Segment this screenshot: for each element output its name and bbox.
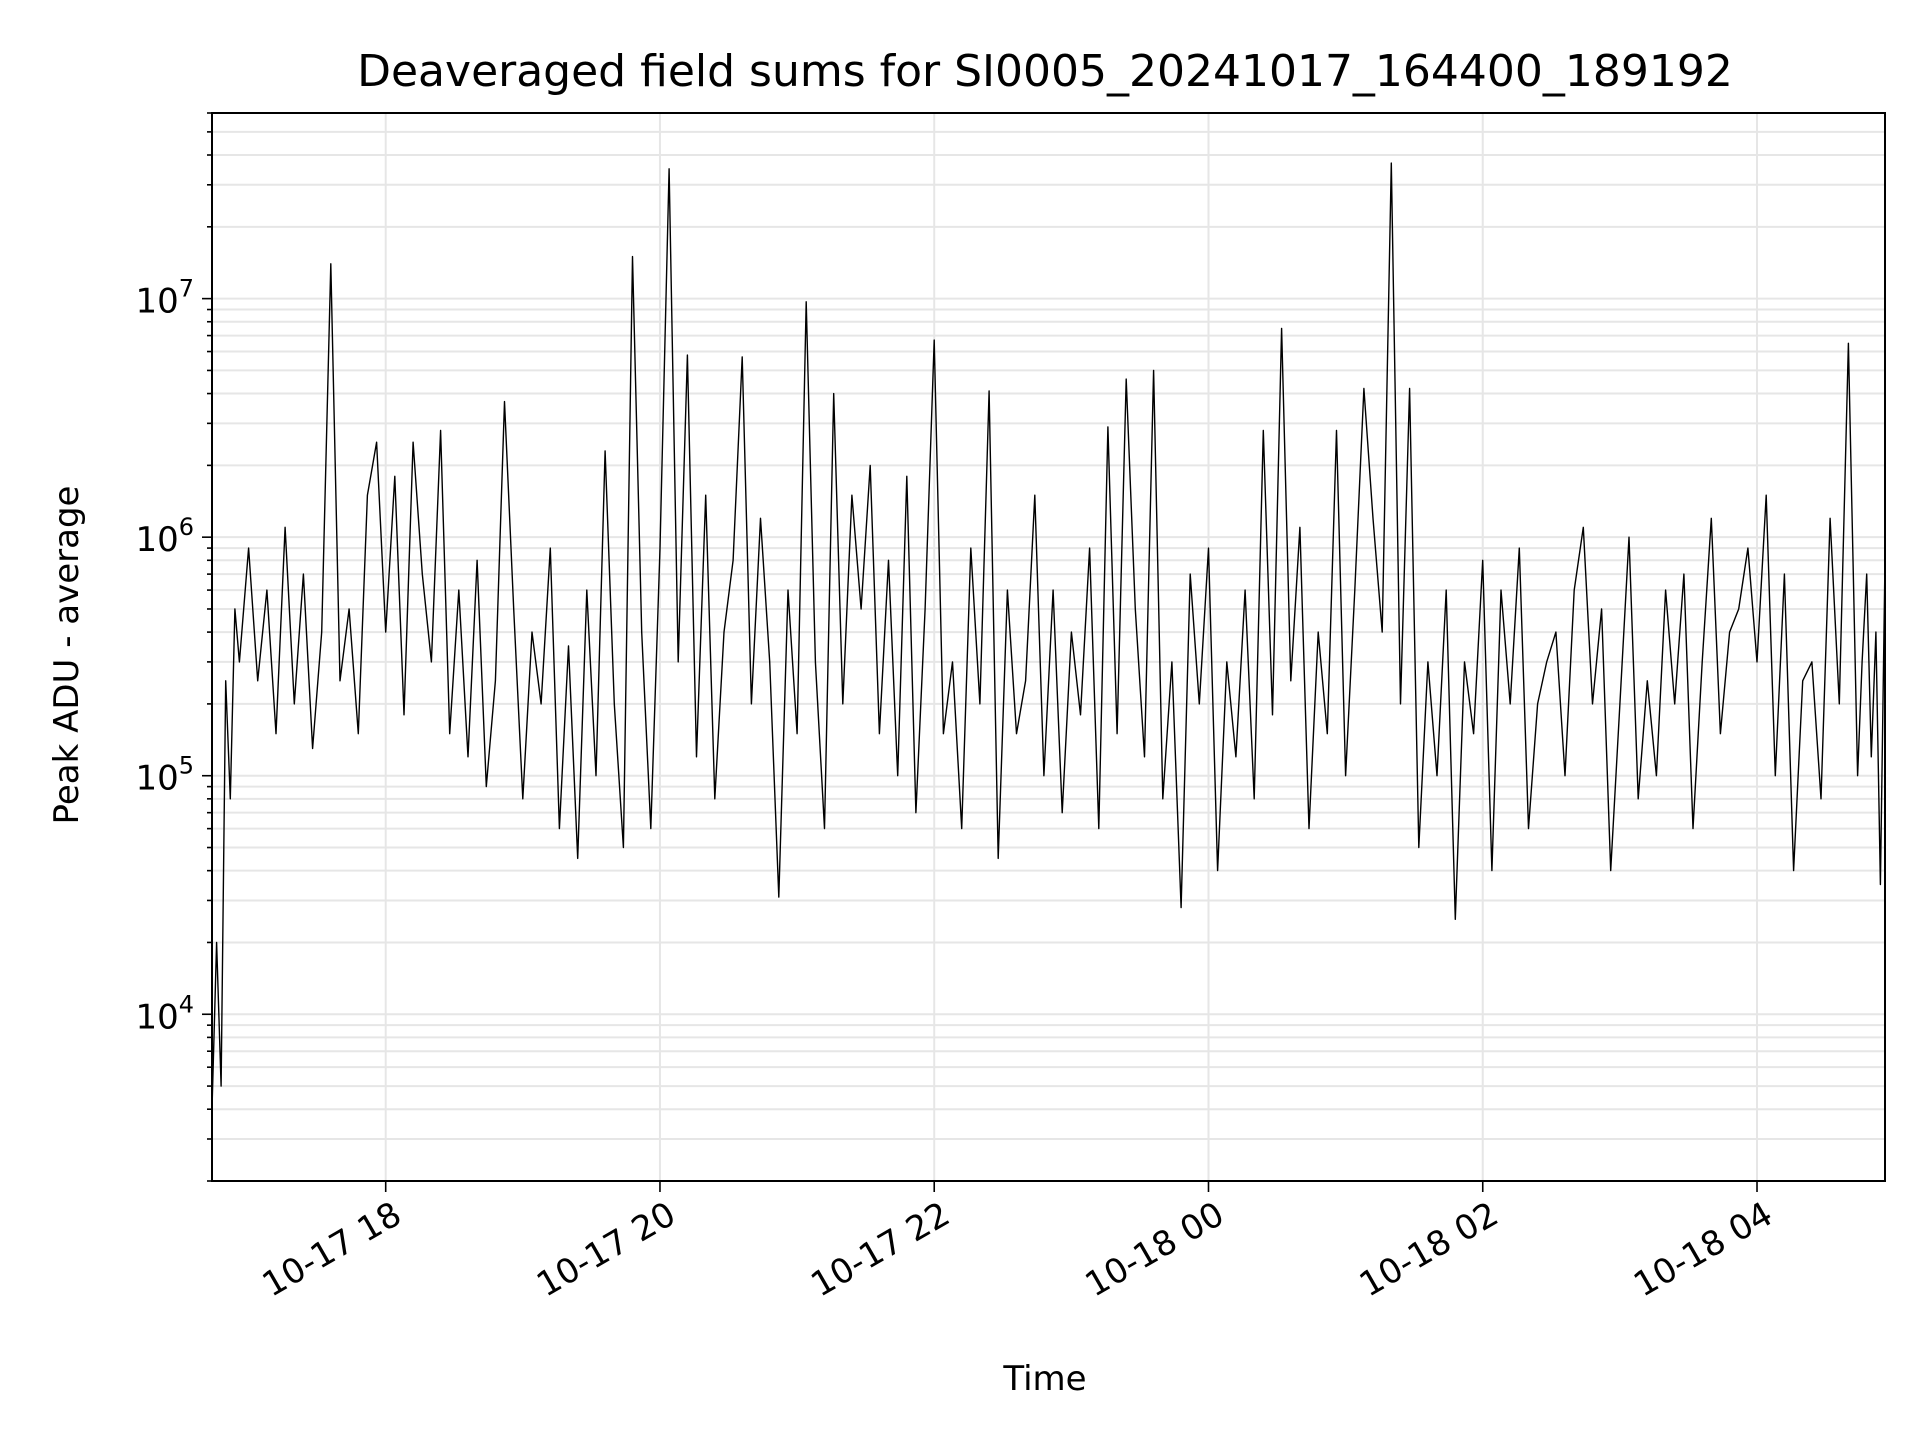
x-tick-label: 10-17 18 (256, 1194, 408, 1305)
x-tick-label: 10-17 20 (530, 1194, 682, 1305)
y-tick-label: 104 (135, 990, 194, 1037)
plot-frame (211, 112, 1886, 1182)
series-line (211, 162, 1886, 1110)
y-tick-label: 107 (135, 275, 194, 322)
y-tick-label: 105 (135, 752, 194, 799)
x-tick-label: 10-18 00 (1079, 1194, 1231, 1305)
x-tick-label: 10-18 04 (1627, 1194, 1779, 1305)
x-axis-ticks: 10-17 18 10-17 20 10-17 22 10-18 00 10-18 02… (256, 1181, 1780, 1305)
x-axis-label: Time (1002, 1359, 1086, 1399)
y-axis-ticks: 104 105 106 107 (135, 112, 212, 1182)
x-tick-label: 10-17 22 (804, 1194, 956, 1305)
chart-title: Deaveraged field sums for SI0005_2024101… (357, 46, 1733, 97)
series-layer (211, 162, 1886, 1110)
grid-lines (212, 112, 1885, 1182)
y-tick-label: 106 (135, 513, 194, 560)
x-tick-label: 10-18 02 (1353, 1194, 1505, 1305)
y-axis-label: Peak ADU - average (47, 486, 87, 825)
